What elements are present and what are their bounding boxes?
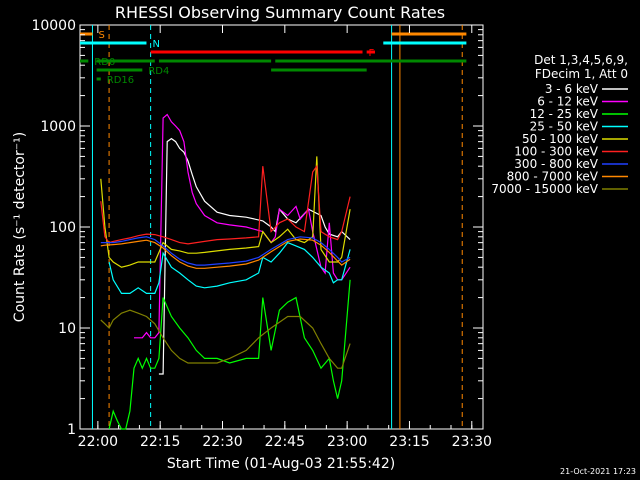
legend-label-5: 50 - 100 keV	[522, 132, 599, 146]
status-bar-label-f: F	[369, 48, 375, 59]
series-line-6	[100, 164, 351, 245]
y-tick-label-1: 1	[67, 422, 76, 438]
chart-title: RHESSI Observing Summary Count Rates	[115, 3, 445, 22]
x-tick-label-5: 23:00	[327, 434, 367, 450]
legend-header-line-2: FDecim 1, Att 0	[535, 67, 628, 81]
status-bars: S N F RD0 RD4 RD16	[80, 30, 467, 86]
x-tick-label-7: 23:30	[452, 434, 492, 450]
legend-label-2: 6 - 12 keV	[537, 95, 599, 109]
legend: Det 1,3,4,5,6,9, FDecim 1, Att 0 3 - 6 k…	[491, 53, 628, 196]
axes: 22:00 22:15 22:30 22:45 23:00 23:15 23:30 1 10 10…	[31, 18, 492, 450]
status-bar-label-n: N	[152, 39, 159, 50]
status-bar-label-rd16: RD16	[107, 75, 134, 86]
series-line-4	[108, 241, 351, 294]
series-line-8	[100, 238, 351, 269]
x-tick-label-4: 22:45	[265, 434, 305, 450]
status-bar-label-rd0: RD0	[94, 57, 115, 68]
y-axis-label: Count Rate (s⁻¹ detector⁻¹)	[12, 132, 28, 322]
y-tick-label-3: 100	[49, 220, 76, 236]
legend-label-3: 12 - 25 keV	[530, 107, 599, 121]
y-tick-label-2: 10	[58, 321, 76, 337]
timestamp: 21-Oct-2021 17:23	[560, 467, 636, 476]
legend-label-9: 7000 - 15000 keV	[491, 182, 598, 196]
series-line-1	[158, 137, 351, 375]
series-line-5	[100, 156, 351, 268]
plot-frame	[79, 24, 484, 430]
status-bar-label-s: S	[98, 30, 104, 41]
x-tick-label-6: 23:15	[389, 434, 429, 450]
y-tick-label-5: 10000	[31, 18, 76, 34]
y-tick-label-4: 1000	[40, 119, 76, 135]
status-bar-label-rd4: RD4	[148, 66, 169, 77]
x-tick-label-2: 22:15	[140, 434, 180, 450]
plot-marks	[91, 25, 463, 430]
series-line-9	[100, 309, 351, 369]
legend-header-line-1: Det 1,3,4,5,6,9,	[534, 53, 628, 67]
legend-label-4: 25 - 50 keV	[530, 120, 599, 134]
series-line-3	[108, 279, 351, 430]
legend-label-7: 300 - 800 keV	[514, 157, 598, 171]
legend-label-1: 3 - 6 keV	[545, 82, 599, 96]
legend-label-8: 800 - 7000 keV	[507, 170, 599, 184]
legend-label-6: 100 - 300 keV	[514, 145, 598, 159]
series-line-7	[100, 236, 351, 266]
x-tick-label-3: 22:30	[202, 434, 242, 450]
x-tick-label-1: 22:00	[78, 434, 118, 450]
x-axis-label: Start Time (01-Aug-03 21:55:42)	[167, 456, 395, 472]
